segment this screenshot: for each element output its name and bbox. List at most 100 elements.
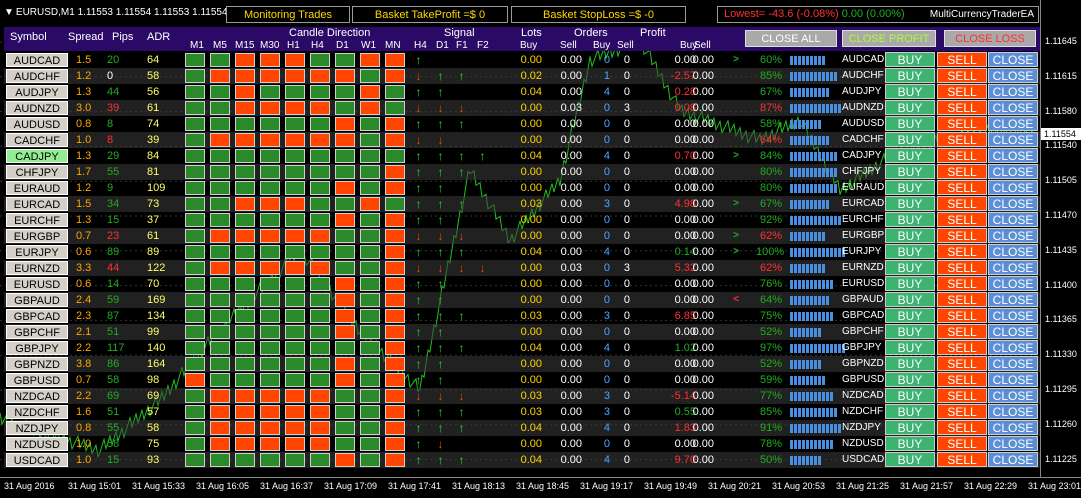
- close-profit-button[interactable]: CLOSE PROFIT: [842, 30, 936, 47]
- buy-button[interactable]: BUY: [885, 164, 935, 179]
- buy-button[interactable]: BUY: [885, 228, 935, 243]
- symbol-button[interactable]: AUDCHF: [6, 69, 68, 83]
- symbol-button[interactable]: NZDCAD: [6, 389, 68, 403]
- sell-button[interactable]: SELL: [937, 244, 987, 259]
- close-loss-button[interactable]: CLOSE LOSS: [944, 30, 1036, 47]
- symbol-button[interactable]: NZDCHF: [6, 405, 68, 419]
- symbol-button[interactable]: AUDJPY: [6, 85, 68, 99]
- close-button[interactable]: CLOSE: [988, 228, 1038, 243]
- sell-button[interactable]: SELL: [937, 356, 987, 371]
- symbol-button[interactable]: GBPJPY: [6, 341, 68, 355]
- symbol-button[interactable]: EURJPY: [6, 245, 68, 259]
- close-button[interactable]: CLOSE: [988, 68, 1038, 83]
- sell-button[interactable]: SELL: [937, 292, 987, 307]
- symbol-button[interactable]: CADCHF: [6, 133, 68, 147]
- dropdown-arrow-icon[interactable]: ▼: [4, 7, 14, 18]
- symbol-button[interactable]: CADJPY: [6, 149, 68, 163]
- symbol-button[interactable]: EURUSD: [6, 277, 68, 291]
- buy-button[interactable]: BUY: [885, 100, 935, 115]
- buy-button[interactable]: BUY: [885, 404, 935, 419]
- symbol-button[interactable]: NZDJPY: [6, 421, 68, 435]
- buy-button[interactable]: BUY: [885, 52, 935, 67]
- symbol-button[interactable]: USDCAD: [6, 453, 68, 467]
- buy-button[interactable]: BUY: [885, 132, 935, 147]
- symbol-button[interactable]: GBPCAD: [6, 309, 68, 323]
- sell-button[interactable]: SELL: [937, 148, 987, 163]
- sell-button[interactable]: SELL: [937, 276, 987, 291]
- sell-button[interactable]: SELL: [937, 228, 987, 243]
- close-button[interactable]: CLOSE: [988, 292, 1038, 307]
- close-button[interactable]: CLOSE: [988, 116, 1038, 131]
- close-button[interactable]: CLOSE: [988, 276, 1038, 291]
- symbol-button[interactable]: GBPNZD: [6, 357, 68, 371]
- symbol-button[interactable]: EURGBP: [6, 229, 68, 243]
- sell-button[interactable]: SELL: [937, 52, 987, 67]
- sell-button[interactable]: SELL: [937, 324, 987, 339]
- buy-button[interactable]: BUY: [885, 324, 935, 339]
- buy-button[interactable]: BUY: [885, 244, 935, 259]
- symbol-button[interactable]: GBPAUD: [6, 293, 68, 307]
- close-button[interactable]: CLOSE: [988, 388, 1038, 403]
- close-button[interactable]: CLOSE: [988, 196, 1038, 211]
- close-button[interactable]: CLOSE: [988, 260, 1038, 275]
- close-button[interactable]: CLOSE: [988, 164, 1038, 179]
- close-button[interactable]: CLOSE: [988, 180, 1038, 195]
- sell-button[interactable]: SELL: [937, 404, 987, 419]
- sell-button[interactable]: SELL: [937, 68, 987, 83]
- buy-button[interactable]: BUY: [885, 180, 935, 195]
- buy-button[interactable]: BUY: [885, 148, 935, 163]
- symbol-button[interactable]: AUDNZD: [6, 101, 68, 115]
- symbol-button[interactable]: EURCHF: [6, 213, 68, 227]
- sell-button[interactable]: SELL: [937, 84, 987, 99]
- buy-button[interactable]: BUY: [885, 436, 935, 451]
- sell-button[interactable]: SELL: [937, 164, 987, 179]
- close-button[interactable]: CLOSE: [988, 372, 1038, 387]
- symbol-button[interactable]: AUDCAD: [6, 53, 68, 67]
- symbol-button[interactable]: EURAUD: [6, 181, 68, 195]
- symbol-button[interactable]: CHFJPY: [6, 165, 68, 179]
- sell-button[interactable]: SELL: [937, 388, 987, 403]
- buy-button[interactable]: BUY: [885, 260, 935, 275]
- close-all-button[interactable]: CLOSE ALL: [745, 30, 837, 47]
- close-button[interactable]: CLOSE: [988, 340, 1038, 355]
- close-button[interactable]: CLOSE: [988, 100, 1038, 115]
- sell-button[interactable]: SELL: [937, 260, 987, 275]
- close-button[interactable]: CLOSE: [988, 308, 1038, 323]
- buy-button[interactable]: BUY: [885, 212, 935, 227]
- sell-button[interactable]: SELL: [937, 340, 987, 355]
- sell-button[interactable]: SELL: [937, 420, 987, 435]
- sell-button[interactable]: SELL: [937, 212, 987, 227]
- close-button[interactable]: CLOSE: [988, 84, 1038, 99]
- buy-button[interactable]: BUY: [885, 420, 935, 435]
- buy-button[interactable]: BUY: [885, 308, 935, 323]
- buy-button[interactable]: BUY: [885, 388, 935, 403]
- buy-button[interactable]: BUY: [885, 116, 935, 131]
- buy-button[interactable]: BUY: [885, 84, 935, 99]
- sell-button[interactable]: SELL: [937, 436, 987, 451]
- close-button[interactable]: CLOSE: [988, 52, 1038, 67]
- buy-button[interactable]: BUY: [885, 340, 935, 355]
- buy-button[interactable]: BUY: [885, 68, 935, 83]
- buy-button[interactable]: BUY: [885, 196, 935, 211]
- close-button[interactable]: CLOSE: [988, 148, 1038, 163]
- symbol-button[interactable]: AUDUSD: [6, 117, 68, 131]
- buy-button[interactable]: BUY: [885, 452, 935, 467]
- buy-button[interactable]: BUY: [885, 372, 935, 387]
- close-button[interactable]: CLOSE: [988, 436, 1038, 451]
- sell-button[interactable]: SELL: [937, 116, 987, 131]
- symbol-button[interactable]: GBPUSD: [6, 373, 68, 387]
- close-button[interactable]: CLOSE: [988, 244, 1038, 259]
- sell-button[interactable]: SELL: [937, 372, 987, 387]
- close-button[interactable]: CLOSE: [988, 452, 1038, 467]
- symbol-button[interactable]: NZDUSD: [6, 437, 68, 451]
- close-button[interactable]: CLOSE: [988, 420, 1038, 435]
- sell-button[interactable]: SELL: [937, 308, 987, 323]
- sell-button[interactable]: SELL: [937, 180, 987, 195]
- buy-button[interactable]: BUY: [885, 356, 935, 371]
- close-button[interactable]: CLOSE: [988, 212, 1038, 227]
- sell-button[interactable]: SELL: [937, 452, 987, 467]
- close-button[interactable]: CLOSE: [988, 404, 1038, 419]
- sell-button[interactable]: SELL: [937, 132, 987, 147]
- buy-button[interactable]: BUY: [885, 292, 935, 307]
- close-button[interactable]: CLOSE: [988, 324, 1038, 339]
